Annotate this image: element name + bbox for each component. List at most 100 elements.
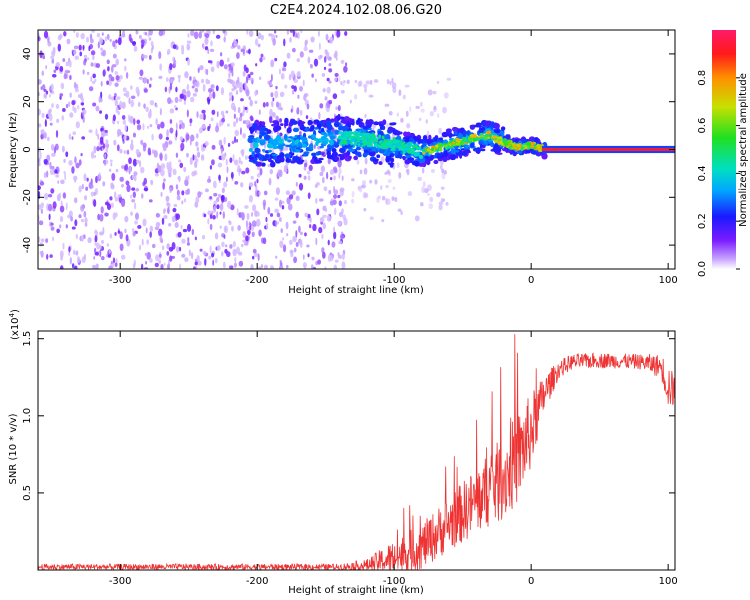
heatmap-cell [178, 175, 181, 183]
heatmap-cell [105, 146, 109, 154]
heatmap-cell [132, 191, 137, 198]
heatmap-cell [142, 123, 145, 131]
heatmap-cell [320, 127, 325, 133]
heatmap-cell [116, 96, 121, 100]
heatmap-cell [402, 150, 406, 155]
heatmap-cell [216, 204, 220, 210]
heatmap-cell [135, 148, 140, 155]
heatmap-cell [102, 49, 106, 57]
heatmap-cell [392, 87, 397, 94]
heatmap-cell [195, 133, 199, 139]
heatmap-cell [187, 33, 190, 38]
heatmap-cell [123, 93, 128, 97]
heatmap-cell [380, 156, 385, 163]
heatmap-cell [274, 208, 279, 213]
heatmap-cell [335, 115, 341, 119]
heatmap-cell [131, 199, 136, 203]
heatmap-cell [236, 52, 240, 60]
heatmap-cell [100, 47, 103, 51]
heatmap-cell [143, 187, 149, 191]
heatmap-cell [319, 54, 323, 59]
heatmap-cell [438, 201, 444, 206]
heatmap-cell [328, 80, 332, 84]
heatmap-cell [71, 136, 74, 140]
heatmap-cell [406, 147, 410, 150]
heatmap-cell [357, 117, 361, 125]
heatmap-cell [185, 133, 190, 141]
heatmap-cell [281, 205, 285, 210]
heatmap-cell [400, 117, 404, 123]
heatmap-cell [174, 96, 179, 104]
heatmap-cell [193, 160, 198, 169]
heatmap-cell [289, 249, 294, 254]
heatmap-cell [69, 257, 72, 265]
heatmap-cell [355, 146, 362, 151]
heatmap-cell [208, 92, 212, 100]
heatmap-cell [294, 30, 297, 39]
heatmap-cell [71, 100, 76, 106]
heatmap-cell [263, 190, 268, 196]
heatmap-cell [384, 133, 391, 140]
heatmap-cell [254, 147, 261, 154]
heatmap-cell [138, 244, 142, 251]
heatmap-cell [290, 160, 296, 164]
heatmap-cell [263, 264, 269, 269]
x-tick-label: 100 [659, 275, 678, 286]
heatmap-cell [181, 200, 184, 205]
heatmap-cell [115, 58, 119, 66]
heatmap-cell [62, 107, 66, 112]
heatmap-cell [329, 139, 334, 146]
heatmap-cell [88, 129, 93, 133]
heatmap-cell [47, 136, 50, 142]
heatmap-cell [194, 87, 199, 93]
heatmap-cell [186, 152, 189, 158]
heatmap-cell [324, 96, 328, 101]
heatmap-cell [428, 156, 432, 161]
heatmap-cell [318, 157, 324, 161]
heatmap-cell [251, 212, 254, 217]
heatmap-cell [440, 198, 446, 203]
heatmap-cell [166, 129, 169, 138]
heatmap-cell [285, 221, 289, 230]
heatmap-cell [341, 253, 345, 261]
heatmap-cell [59, 205, 65, 213]
heatmap-cell [73, 45, 79, 50]
heatmap-cell [53, 146, 57, 154]
heatmap-cell [133, 259, 136, 267]
heatmap-cell [281, 67, 287, 72]
heatmap-cell [65, 151, 69, 158]
heatmap-cell [273, 30, 277, 34]
heatmap-cell [167, 97, 172, 105]
heatmap-cell [162, 143, 165, 149]
heatmap-cell [425, 119, 428, 124]
heatmap-cell [200, 78, 205, 84]
heatmap-cell [152, 243, 156, 249]
heatmap-cell [226, 176, 228, 183]
heatmap-cell [353, 155, 359, 161]
heatmap-cell [295, 195, 300, 202]
heatmap-cell [154, 262, 159, 268]
heatmap-cell [387, 162, 395, 166]
heatmap-cell [508, 149, 513, 153]
heatmap-cell [303, 94, 307, 101]
heatmap-cell [171, 215, 176, 223]
heatmap-cell [233, 113, 236, 119]
heatmap-cell [442, 106, 447, 114]
heatmap-cell [337, 159, 342, 168]
heatmap-cell [343, 119, 348, 124]
heatmap-cell [104, 36, 108, 42]
heatmap-cell [469, 124, 476, 130]
heatmap-cell [429, 111, 435, 117]
heatmap-cell [100, 140, 104, 145]
heatmap-cell [310, 125, 314, 132]
heatmap-cell [166, 251, 170, 256]
heatmap-cell [387, 178, 392, 184]
heatmap-cell [158, 30, 163, 37]
heatmap-cell [472, 133, 477, 138]
heatmap-cell [228, 72, 231, 79]
heatmap-cell [124, 65, 127, 72]
heatmap-cell [256, 137, 261, 142]
heatmap-cell [154, 173, 160, 177]
heatmap-cell [450, 148, 457, 154]
heatmap-cell [148, 199, 153, 203]
